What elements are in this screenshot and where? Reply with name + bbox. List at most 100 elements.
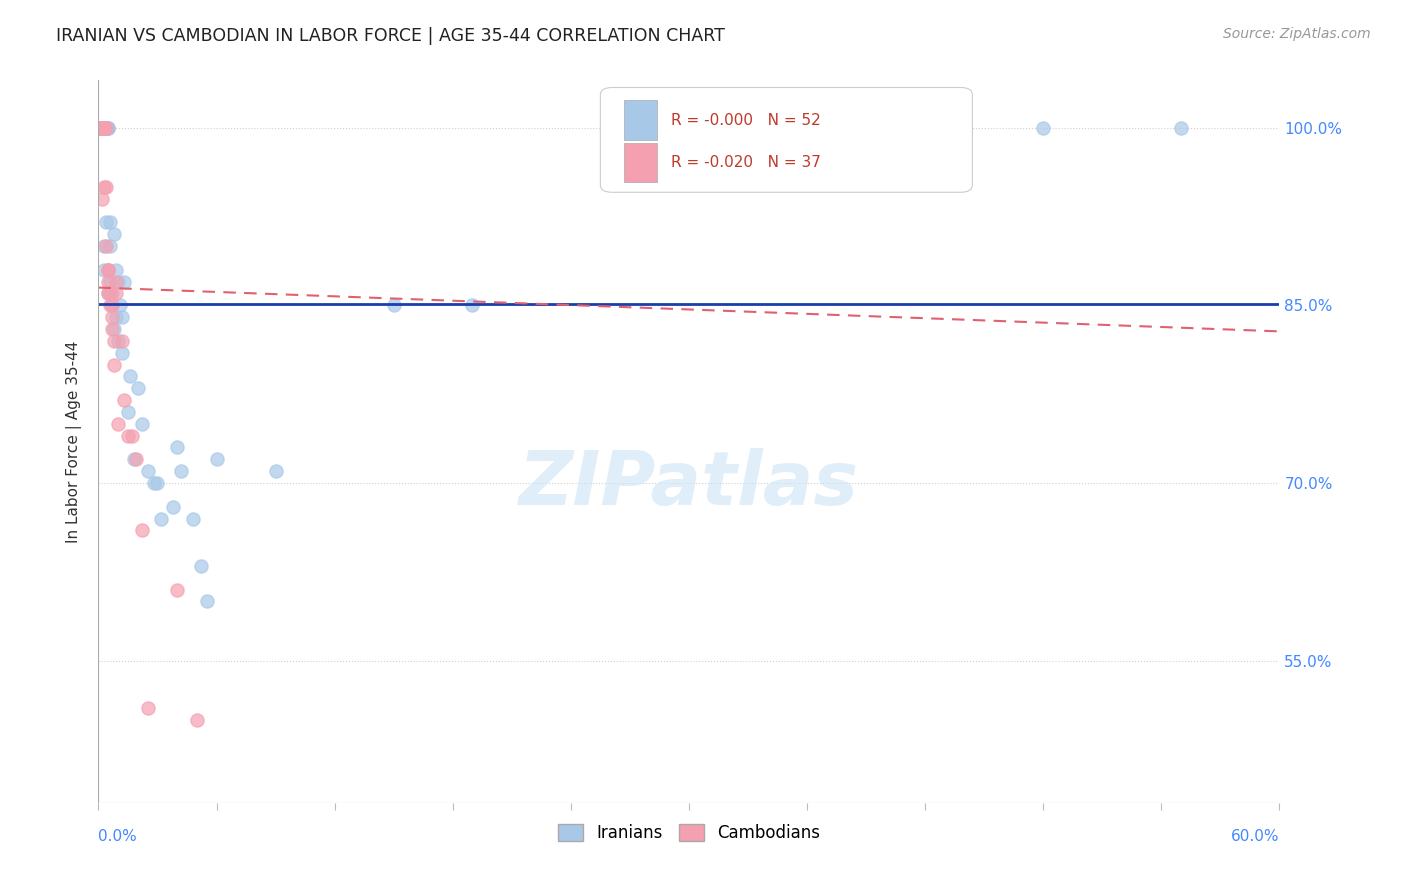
Point bbox=[101, 298, 124, 312]
Point bbox=[105, 286, 128, 301]
Point bbox=[112, 393, 135, 408]
Point bbox=[98, 239, 121, 253]
Point bbox=[108, 298, 131, 312]
Point bbox=[181, 511, 204, 525]
Point bbox=[105, 262, 128, 277]
Point bbox=[105, 275, 128, 289]
Point bbox=[101, 310, 124, 325]
Point bbox=[170, 464, 193, 478]
Point bbox=[103, 227, 125, 242]
Point bbox=[98, 298, 121, 312]
FancyBboxPatch shape bbox=[624, 143, 657, 182]
Point bbox=[136, 701, 159, 715]
Point bbox=[98, 275, 121, 289]
Point bbox=[93, 120, 115, 135]
Text: R = -0.020   N = 37: R = -0.020 N = 37 bbox=[671, 155, 821, 170]
Point bbox=[89, 120, 111, 135]
Point bbox=[93, 120, 115, 135]
Point bbox=[136, 464, 159, 478]
Point bbox=[111, 310, 134, 325]
Point bbox=[101, 322, 124, 336]
Point bbox=[96, 120, 118, 135]
Point bbox=[89, 120, 111, 135]
Point bbox=[142, 475, 165, 490]
Text: IRANIAN VS CAMBODIAN IN LABOR FORCE | AGE 35-44 CORRELATION CHART: IRANIAN VS CAMBODIAN IN LABOR FORCE | AG… bbox=[56, 27, 725, 45]
Point bbox=[107, 334, 129, 348]
Point bbox=[461, 298, 484, 312]
Point bbox=[166, 441, 188, 455]
Point bbox=[96, 239, 118, 253]
Point bbox=[91, 192, 114, 206]
Point bbox=[101, 286, 124, 301]
Point bbox=[117, 428, 139, 442]
Point bbox=[103, 358, 125, 372]
Point bbox=[166, 582, 188, 597]
Point bbox=[96, 215, 118, 229]
Point bbox=[97, 262, 120, 277]
Point bbox=[91, 120, 114, 135]
Point bbox=[162, 500, 184, 514]
Point bbox=[112, 275, 135, 289]
Point bbox=[131, 417, 153, 431]
Point bbox=[105, 310, 128, 325]
Text: ZIPatlas: ZIPatlas bbox=[519, 449, 859, 522]
Point bbox=[96, 180, 118, 194]
Point bbox=[103, 334, 125, 348]
Point bbox=[91, 120, 114, 135]
Point bbox=[96, 120, 118, 135]
Point bbox=[89, 120, 111, 135]
Point bbox=[97, 286, 120, 301]
Point bbox=[97, 120, 120, 135]
FancyBboxPatch shape bbox=[600, 87, 973, 193]
Point bbox=[103, 322, 125, 336]
Point bbox=[98, 286, 121, 301]
Point bbox=[107, 275, 129, 289]
Point bbox=[150, 511, 173, 525]
Point bbox=[205, 452, 228, 467]
Point bbox=[97, 286, 120, 301]
Point bbox=[107, 417, 129, 431]
Text: 0.0%: 0.0% bbox=[98, 829, 138, 844]
Point bbox=[97, 120, 120, 135]
FancyBboxPatch shape bbox=[624, 100, 657, 140]
Y-axis label: In Labor Force | Age 35-44: In Labor Force | Age 35-44 bbox=[66, 341, 83, 542]
Point bbox=[125, 452, 148, 467]
Point bbox=[97, 262, 120, 277]
Point bbox=[117, 405, 139, 419]
Point bbox=[101, 298, 124, 312]
Point bbox=[122, 452, 145, 467]
Point bbox=[93, 180, 115, 194]
Point bbox=[93, 120, 115, 135]
Point bbox=[93, 120, 115, 135]
Point bbox=[118, 369, 141, 384]
Point bbox=[131, 524, 153, 538]
Point bbox=[264, 464, 287, 478]
Point bbox=[97, 275, 120, 289]
Point bbox=[93, 120, 115, 135]
Point bbox=[186, 713, 208, 727]
Point bbox=[111, 334, 134, 348]
Point bbox=[127, 381, 149, 395]
Point bbox=[93, 239, 115, 253]
Point bbox=[146, 475, 169, 490]
Point bbox=[93, 262, 115, 277]
Point bbox=[382, 298, 405, 312]
Legend: Iranians, Cambodians: Iranians, Cambodians bbox=[551, 817, 827, 848]
Point bbox=[1170, 120, 1192, 135]
Point bbox=[91, 120, 114, 135]
Text: Source: ZipAtlas.com: Source: ZipAtlas.com bbox=[1223, 27, 1371, 41]
Point bbox=[121, 428, 143, 442]
Point bbox=[195, 594, 218, 608]
Text: 60.0%: 60.0% bbox=[1232, 829, 1279, 844]
Point bbox=[190, 558, 212, 573]
Point bbox=[89, 120, 111, 135]
Point bbox=[91, 120, 114, 135]
Point bbox=[111, 345, 134, 359]
Point bbox=[96, 120, 118, 135]
Point bbox=[1032, 120, 1054, 135]
Point bbox=[97, 120, 120, 135]
Point bbox=[91, 120, 114, 135]
Point bbox=[96, 120, 118, 135]
Point bbox=[98, 215, 121, 229]
Text: R = -0.000   N = 52: R = -0.000 N = 52 bbox=[671, 112, 821, 128]
